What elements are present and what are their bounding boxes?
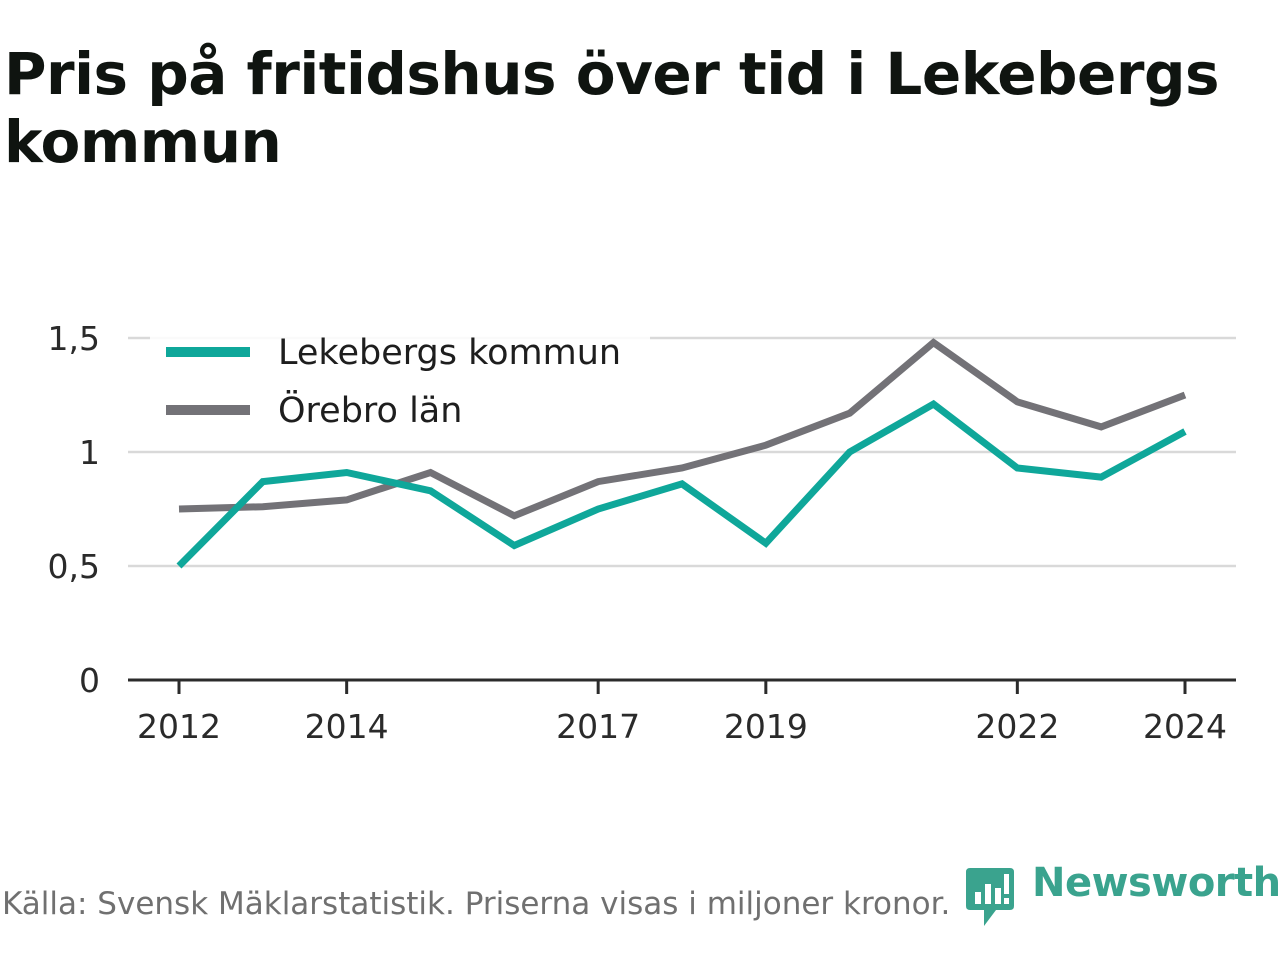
brand-name: Newsworthy [1032, 860, 1280, 906]
x-tick-label: 2022 [975, 707, 1059, 746]
newsworthy-logo-icon [966, 868, 1014, 926]
series-lines [176, 338, 1187, 569]
y-tick-label: 1 [79, 433, 100, 472]
x-tick-label: 2024 [1143, 707, 1227, 746]
x-tick-label: 2014 [305, 707, 389, 746]
series-line-orebro-lan [178, 338, 1187, 520]
brand-logo[interactable]: Newsworthy [964, 860, 1280, 932]
x-tick-label: 2012 [137, 707, 221, 746]
y-tick-label: 1,5 [48, 319, 100, 358]
x-axis [128, 678, 1236, 694]
legend: Lekebergs kommun Örebro län [150, 322, 650, 432]
y-tick-label: 0 [79, 661, 100, 700]
y-axis-tick-labels: 0 0,5 1 1,5 [48, 319, 100, 700]
chart-title: Pris på fritidshus över tid i Lekebergs … [4, 40, 1220, 176]
x-tick-label: 2019 [724, 707, 808, 746]
legend-label: Lekebergs kommun [278, 333, 621, 373]
y-tick-label: 0,5 [48, 547, 100, 586]
legend-label: Örebro län [278, 389, 462, 431]
series-line-lekebergs-kommun [176, 399, 1187, 569]
source-note: Källa: Svensk Mäklarstatistik. Priserna … [2, 886, 951, 922]
x-axis-tick-labels: 2012 2014 2017 2019 2022 2024 [137, 707, 1227, 746]
x-tick-label: 2017 [556, 707, 640, 746]
